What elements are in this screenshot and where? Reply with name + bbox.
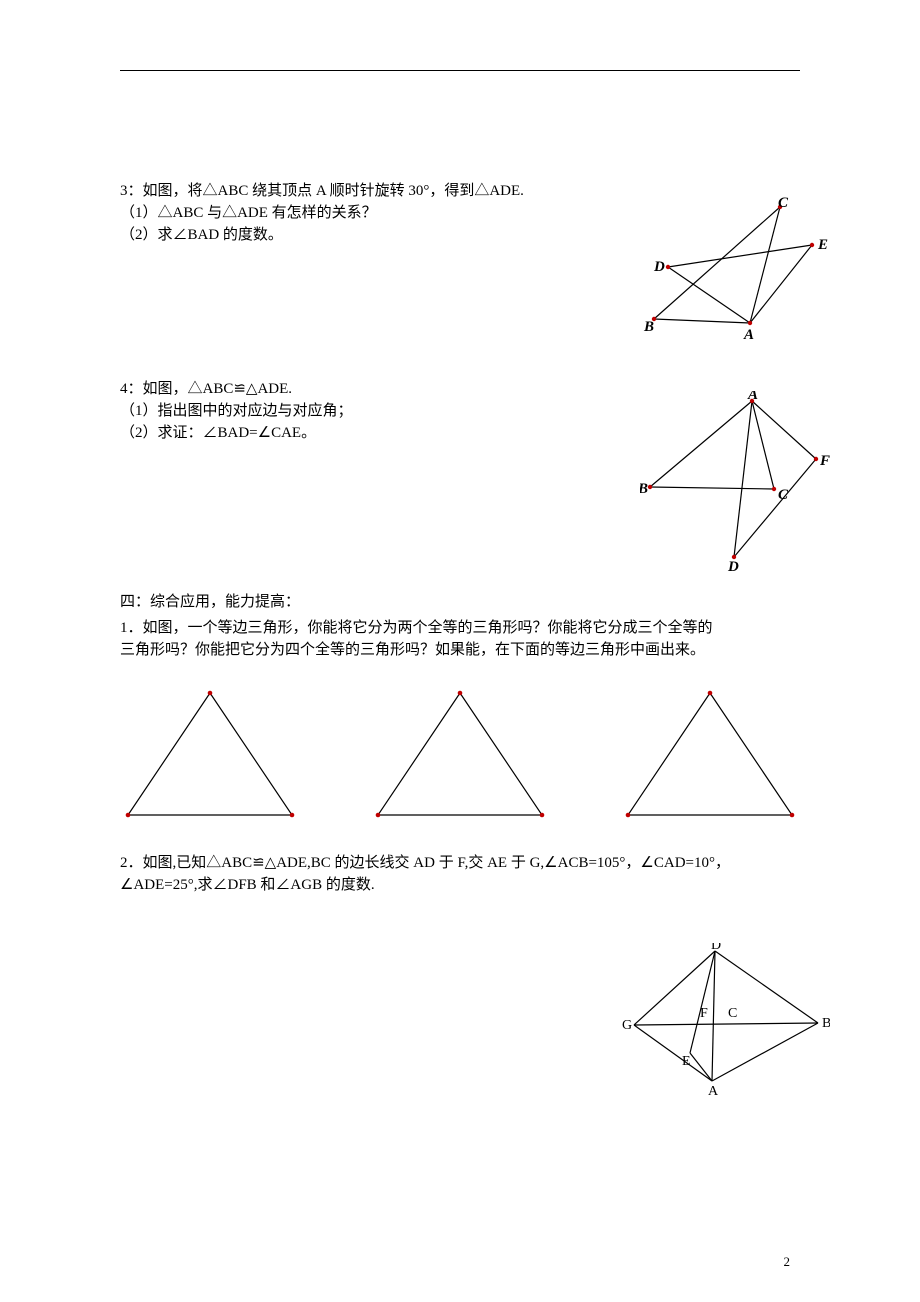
s4q2-label-C: C (728, 1006, 737, 1021)
q3-label-B: B (643, 319, 654, 335)
s4q1-line1: 1．如图，一个等边三角形，你能将它分为两个全等的三角形吗？你能将它分成三个全等的 (120, 618, 800, 640)
top-rule (120, 70, 800, 71)
page: 3：如图，将△ABC 绕其顶点 A 顺时针旋转 30°，得到△ADE. （1）△… (0, 0, 920, 1302)
content-area: 3：如图，将△ABC 绕其顶点 A 顺时针旋转 30°，得到△ADE. （1）△… (120, 181, 800, 1083)
q3-label-A: A (743, 327, 754, 342)
section4-heading: 四：综合应用，能力提高： (120, 592, 800, 614)
q4-label-A: A (747, 391, 758, 403)
q4-label-F: F (819, 453, 830, 469)
q4-label-D: D (727, 559, 739, 571)
page-number: 2 (784, 1254, 791, 1270)
s4q2-label-A: A (708, 1084, 719, 1098)
triangle-3 (620, 685, 800, 825)
q3-label-D: D (653, 259, 665, 275)
s4q2-label-G: G (622, 1018, 632, 1033)
s4q2-line1: 2．如图,已知△ABC≌△ADE,BC 的边长线交 AD 于 F,交 AE 于 … (120, 853, 800, 875)
triangle-2 (370, 685, 550, 825)
section4-q2: 2．如图,已知△ABC≌△ADE,BC 的边长线交 AD 于 F,交 AE 于 … (120, 853, 800, 1083)
s4q2-label-D: D (711, 943, 721, 953)
s4q1-line2: 三角形吗？你能把它分为四个全等的三角形吗？如果能，在下面的等边三角形中画出来。 (120, 640, 800, 662)
q3-label-E: E (817, 237, 828, 253)
q3-figure: B A C D E (640, 197, 830, 342)
question-4: 4：如图，△ABC≌△ADE. （1）指出图中的对应边与对应角； （2）求证：∠… (120, 379, 800, 574)
q4-label-B: B (640, 481, 648, 497)
q4-label-C: C (778, 487, 789, 503)
question-3: 3：如图，将△ABC 绕其顶点 A 顺时针旋转 30°，得到△ADE. （1）△… (120, 181, 800, 361)
s4q2-line2: ∠ADE=25°,求∠DFB 和∠AGB 的度数. (120, 875, 800, 897)
s4q2-label-E: E (682, 1054, 691, 1069)
s4q2-label-F: F (700, 1006, 708, 1021)
s4q2-figure: D B C F G E A (620, 943, 830, 1098)
section4-q1: 1．如图，一个等边三角形，你能将它分为两个全等的三角形吗？你能将它分成三个全等的… (120, 618, 800, 826)
q4-figure: A B C D F (640, 391, 830, 571)
s4q2-label-B: B (822, 1016, 830, 1031)
q3-label-C: C (778, 197, 789, 211)
triangles-row (120, 685, 800, 825)
triangle-1 (120, 685, 300, 825)
